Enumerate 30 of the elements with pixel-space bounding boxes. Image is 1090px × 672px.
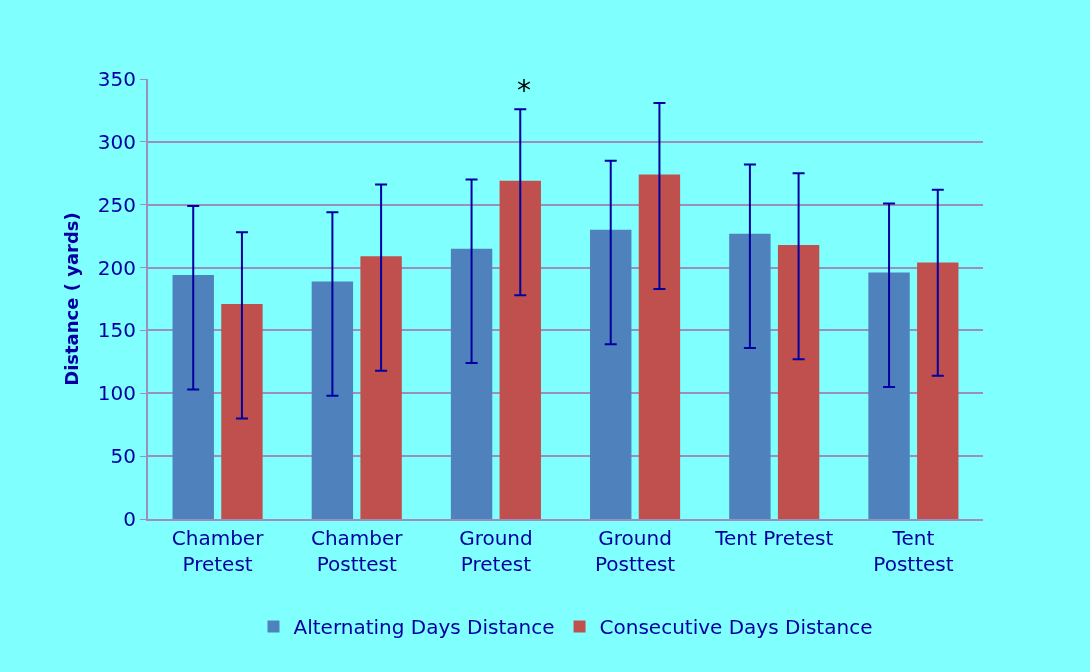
y-axis-title: Distance ( yards) <box>60 212 82 386</box>
bar <box>360 256 402 519</box>
bar <box>450 248 493 519</box>
bar <box>729 233 771 519</box>
y-tick-label: 150 <box>97 318 136 343</box>
x-tick-label: Ground Pretest <box>459 526 533 576</box>
bar <box>221 304 263 519</box>
x-tick-label: Chamber Posttest <box>310 526 404 576</box>
y-tick-label: 250 <box>97 192 136 217</box>
legend-label: Alternating Days Distance <box>293 615 555 640</box>
bar <box>172 275 214 519</box>
bar <box>590 229 632 519</box>
annotation: * <box>517 74 531 107</box>
y-tick-label: 300 <box>97 129 136 154</box>
bar <box>499 180 541 519</box>
x-tick-label: Tent Posttest <box>873 526 954 576</box>
x-tick-label: Tent Pretest <box>714 526 834 550</box>
y-tick-label: 50 <box>110 444 136 469</box>
bar <box>311 281 354 519</box>
bar <box>638 174 681 519</box>
y-tick-label: 0 <box>123 507 136 531</box>
legend-label: Consecutive Days Distance <box>599 615 873 640</box>
bar <box>868 272 910 519</box>
bar <box>777 244 820 519</box>
x-tick-label: Ground Posttest <box>594 526 676 576</box>
x-tick-label: Chamber Pretest <box>171 526 265 576</box>
bar <box>917 262 959 519</box>
y-tick-label: 100 <box>97 381 136 406</box>
y-tick-label: 350 <box>97 67 136 91</box>
y-tick-label: 200 <box>97 255 136 280</box>
